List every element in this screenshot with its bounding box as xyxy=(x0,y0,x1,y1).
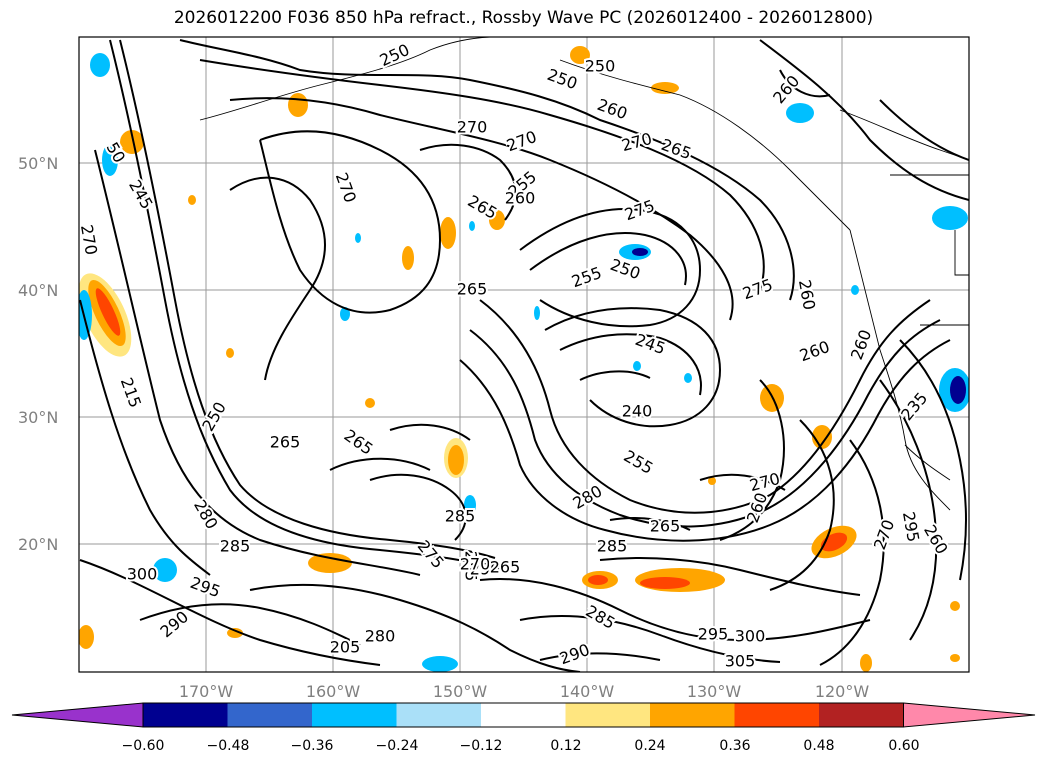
graticule xyxy=(79,37,969,672)
colorbar-tick-label: 0.12 xyxy=(550,738,581,754)
contour-label: 270 xyxy=(457,118,488,137)
lat-label: 20°N xyxy=(18,535,58,554)
colorbar xyxy=(11,702,1036,728)
lat-label: 50°N xyxy=(18,154,58,173)
contour-label: 265 xyxy=(490,558,521,577)
colorbar-ticks: −0.60 −0.48 −0.36 −0.24 −0.12 0.12 0.24 … xyxy=(122,738,920,754)
lat-label: 30°N xyxy=(18,408,58,427)
contour-label: 285 xyxy=(220,537,251,556)
contour-label: 300 xyxy=(735,627,766,646)
lat-label: 40°N xyxy=(18,281,58,300)
colorbar-extend-left xyxy=(11,702,144,728)
colorbar-tick-label: −0.24 xyxy=(376,738,419,754)
lon-label: 130°W xyxy=(687,682,742,701)
colorbar-segment xyxy=(650,703,735,727)
contour-label: 300 xyxy=(127,565,158,584)
contour-label: 265 xyxy=(462,551,481,582)
coastlines xyxy=(199,37,969,511)
colorbar-tick-label: −0.36 xyxy=(291,738,334,754)
chart-title: 2026012200 F036 850 hPa refract., Rossby… xyxy=(173,8,874,28)
colorbar-segment xyxy=(734,703,820,727)
colorbar-segment xyxy=(565,703,651,727)
colorbar-outline xyxy=(142,702,904,728)
colorbar-tick-label: 0.36 xyxy=(719,738,750,754)
colorbar-tick-label: −0.12 xyxy=(460,738,503,754)
contour-label: 265 xyxy=(650,517,681,536)
anomaly-shading xyxy=(79,46,969,672)
contour-label: 270 xyxy=(460,555,491,574)
contour-label: 285 xyxy=(597,537,628,556)
colorbar-segment xyxy=(481,703,566,727)
colorbar-tick-label: −0.60 xyxy=(122,738,165,754)
refractivity-contours xyxy=(79,39,969,672)
contour-label: 205 xyxy=(330,638,361,657)
colorbar-tick-label: 0.60 xyxy=(888,738,919,754)
colorbar-tick-label: 0.48 xyxy=(803,738,834,754)
contour-label: 240 xyxy=(622,402,653,421)
lon-label: 170°W xyxy=(179,682,234,701)
lon-label: 160°W xyxy=(306,682,361,701)
colorbar-tick-label: 0.24 xyxy=(634,738,665,754)
contour-label: 280 xyxy=(365,627,396,646)
latitude-labels: 50°N 40°N 30°N 20°N xyxy=(18,154,58,554)
contour-label: 290 xyxy=(470,560,501,579)
colorbar-extend-right xyxy=(903,702,1036,728)
contour-label: 265 xyxy=(270,433,301,452)
contour-label: 285 xyxy=(445,507,476,526)
map-frame xyxy=(78,36,970,673)
lon-label: 150°W xyxy=(433,682,488,701)
colorbar-segment xyxy=(819,703,904,727)
lon-label: 140°W xyxy=(560,682,615,701)
contour-label: 295 xyxy=(698,625,729,644)
contour-label: 270 xyxy=(77,223,101,256)
contour-label: 260 xyxy=(505,189,536,208)
contour-label: 265 xyxy=(457,280,488,299)
colorbar-segment xyxy=(396,703,482,727)
colorbar-segment xyxy=(143,703,228,727)
colorbar-segment xyxy=(312,703,397,727)
longitude-labels: 170°W 160°W 150°W 140°W 130°W 120°W xyxy=(179,682,870,701)
colorbar-tick-label: −0.48 xyxy=(207,738,250,754)
lon-label: 120°W xyxy=(815,682,870,701)
contour-label: 250 xyxy=(585,57,616,76)
colorbar-segment xyxy=(227,703,313,727)
contour-label: 305 xyxy=(725,652,756,671)
